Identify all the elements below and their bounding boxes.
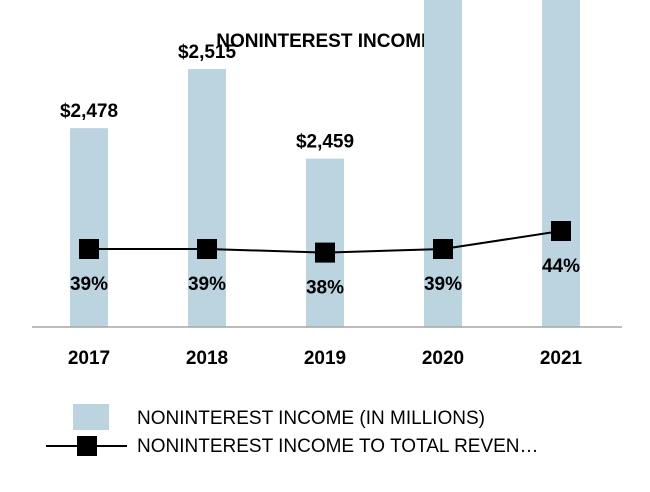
ratio-line-series: 39% 39% 38% 39% 44% — [70, 221, 580, 299]
x-axis-ticks: 2017 2018 2019 2020 2021 — [68, 348, 583, 369]
ratio-marker-2017 — [79, 239, 99, 259]
bar-value-label-2019: $2,459 — [296, 132, 354, 153]
x-tick-2018: 2018 — [186, 348, 228, 369]
bar-2020 — [424, 0, 462, 328]
ratio-marker-2019 — [315, 242, 335, 263]
bar-value-label-2018: $2,515 — [178, 42, 237, 63]
legend-label-line: NONINTEREST INCOME TO TOTAL REVEN… — [137, 436, 539, 457]
legend: NONINTEREST INCOME (IN MILLIONS) NONINTE… — [46, 404, 539, 457]
ratio-marker-2021 — [551, 221, 571, 241]
ratio-value-label-2017: 39% — [70, 274, 108, 295]
bar-value-label-2017: $2,478 — [60, 101, 118, 122]
x-tick-2021: 2021 — [540, 348, 583, 369]
x-tick-2017: 2017 — [68, 348, 110, 369]
bar-2017 — [70, 128, 108, 327]
x-tick-2020: 2020 — [422, 348, 464, 369]
x-tick-2019: 2019 — [304, 348, 346, 369]
bar-series: $2,478$2,515$2,459$2,652$3,194 — [60, 0, 580, 328]
bar-2021 — [542, 0, 580, 327]
chart-title: NONINTEREST INCOME — [216, 31, 433, 52]
bar-2018 — [188, 69, 226, 327]
ratio-value-label-2020: 39% — [424, 274, 462, 295]
ratio-value-label-2018: 39% — [188, 274, 226, 295]
legend-label-bar: NONINTEREST INCOME (IN MILLIONS) — [137, 408, 485, 429]
ratio-marker-2020 — [433, 239, 453, 259]
legend-swatch-bar — [73, 404, 109, 430]
ratio-marker-2018 — [197, 239, 217, 259]
legend-swatch-marker — [77, 436, 97, 456]
ratio-value-label-2019: 38% — [306, 278, 344, 299]
ratio-value-label-2021: 44% — [542, 256, 580, 277]
